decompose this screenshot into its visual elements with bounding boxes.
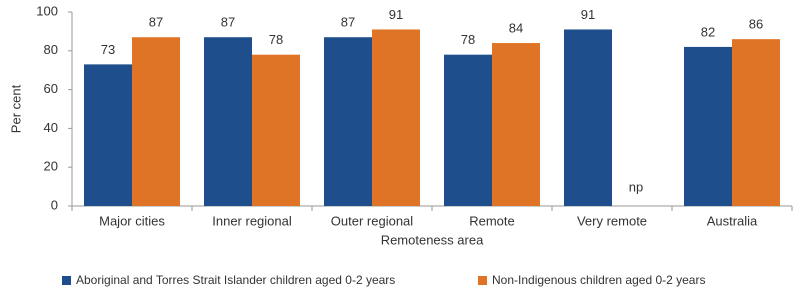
- bar: [492, 43, 540, 206]
- legend-swatch: [478, 276, 487, 285]
- bar: [564, 29, 612, 207]
- value-label: 91: [389, 7, 403, 22]
- bar: [204, 37, 252, 206]
- bar: [324, 37, 372, 206]
- bar: [732, 39, 780, 206]
- x-tick-label: Remote: [469, 213, 515, 228]
- value-label: 78: [269, 32, 283, 47]
- value-label: 91: [581, 7, 595, 22]
- bar: [132, 37, 180, 206]
- x-tick-label: Australia: [707, 213, 758, 228]
- value-label: 78: [461, 32, 475, 47]
- bar: [684, 46, 732, 206]
- value-label: np: [629, 179, 643, 194]
- legend-swatch: [62, 276, 71, 285]
- y-tick-label: 0: [51, 197, 58, 212]
- x-axis-title: Remoteness area: [381, 232, 484, 247]
- x-tick-label: Very remote: [577, 213, 647, 228]
- value-label: 87: [221, 15, 235, 30]
- legend-label: Aboriginal and Torres Strait Islander ch…: [76, 273, 395, 287]
- value-label: 86: [749, 17, 763, 32]
- value-label: 87: [341, 15, 355, 30]
- y-tick-label: 100: [36, 3, 58, 18]
- y-axis-title: Per cent: [8, 84, 23, 133]
- y-tick-label: 80: [44, 42, 58, 57]
- x-tick-label: Outer regional: [331, 213, 413, 228]
- value-label: 87: [149, 15, 163, 30]
- bar: [252, 54, 300, 207]
- bar: [444, 54, 492, 207]
- value-label: 73: [101, 42, 115, 57]
- value-label: 84: [509, 20, 523, 35]
- y-tick-label: 20: [44, 159, 58, 174]
- x-tick-label: Inner regional: [212, 213, 292, 228]
- value-label: 82: [701, 24, 715, 39]
- bar: [372, 29, 420, 207]
- bar: [84, 64, 132, 206]
- y-tick-label: 60: [44, 81, 58, 96]
- y-tick-label: 40: [44, 120, 58, 135]
- x-tick-label: Major cities: [99, 213, 165, 228]
- legend-label: Non-Indigenous children aged 0-2 years: [492, 273, 705, 287]
